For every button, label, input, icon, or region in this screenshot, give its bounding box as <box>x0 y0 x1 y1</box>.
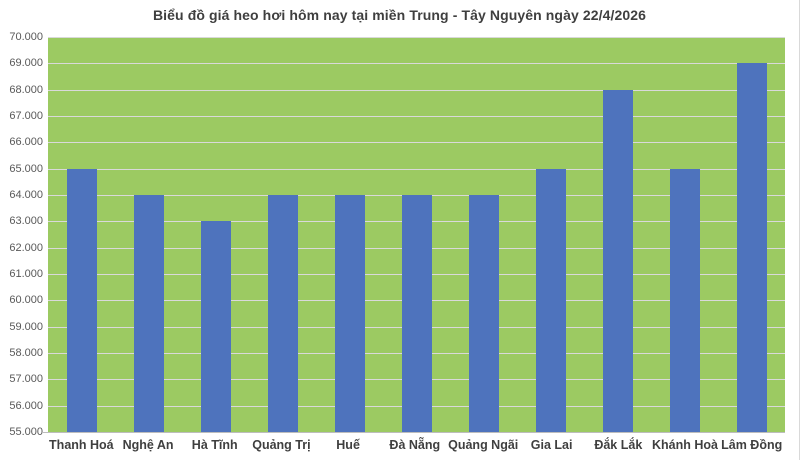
y-tick-label: 61.000 <box>9 268 43 280</box>
gridline <box>48 116 785 117</box>
bar-slot <box>182 37 249 432</box>
y-tick-label: 69.000 <box>9 57 43 70</box>
y-tick-label: 65.000 <box>9 162 43 175</box>
y-tick-label: 60.000 <box>9 294 43 307</box>
x-tick-label: Đắk Lắk <box>594 438 643 452</box>
bar <box>468 195 499 432</box>
gridline <box>48 168 785 170</box>
x-axis-line <box>42 432 785 433</box>
bar <box>66 168 97 432</box>
x-tick-label: Thanh Hoá <box>49 438 114 452</box>
plot-area <box>42 37 785 433</box>
y-tick-label: 67.000 <box>9 110 43 122</box>
gridline <box>48 63 785 65</box>
y-tick-label: 62.000 <box>9 241 43 254</box>
y-tick-label: 55.000 <box>9 426 43 438</box>
gridline <box>48 142 785 144</box>
y-tick-label: 68.000 <box>9 83 43 96</box>
x-tick-label: Gia Lai <box>530 438 573 452</box>
bar <box>602 89 633 432</box>
y-tick-label: 63.000 <box>9 215 43 228</box>
x-tick-label: Huế <box>336 438 360 452</box>
bar <box>133 195 164 432</box>
bar-slot <box>584 37 651 432</box>
bar-slot <box>115 37 182 432</box>
y-tick-label: 70.000 <box>9 31 43 43</box>
x-tick-label: Nghệ An <box>122 438 174 452</box>
x-tick-label: Quảng Trị <box>252 438 311 452</box>
x-tick-label: Quảng Ngãi <box>448 438 519 452</box>
x-tick-label: Lâm Đồng <box>721 438 783 452</box>
bar-slot <box>718 37 785 432</box>
bar-slot <box>517 37 584 432</box>
chart-title: Biểu đồ giá heo hơi hôm nay tại miền Tru… <box>152 7 647 23</box>
bar-slot <box>48 37 115 432</box>
x-axis: Thanh Hoá Nghệ An Hà Tĩnh Quảng Trị Huế Đà Nẵ… <box>48 438 785 452</box>
bar-slot <box>249 37 316 432</box>
bar-slot <box>651 37 718 432</box>
bar-slot <box>316 37 383 432</box>
bar-slot <box>450 37 517 432</box>
bar-series <box>48 37 785 432</box>
x-tick-label: Khánh Hoà <box>652 438 718 452</box>
gridline <box>48 89 785 91</box>
bar <box>334 195 365 432</box>
bar <box>267 195 298 432</box>
bar-slot <box>383 37 450 432</box>
bar <box>669 168 700 432</box>
gridline <box>48 37 785 38</box>
x-tick-label: Đà Nẵng <box>389 438 441 452</box>
y-tick-label: 58.000 <box>9 347 43 359</box>
y-tick-label: 66.000 <box>9 136 43 149</box>
bar <box>200 221 231 432</box>
bar <box>535 168 566 432</box>
y-tick-label: 56.000 <box>9 399 43 412</box>
x-tick-label: Hà Tĩnh <box>191 438 238 452</box>
bar <box>401 195 432 432</box>
bar <box>736 63 767 432</box>
y-tick-label: 57.000 <box>9 373 43 386</box>
y-tick-label: 59.000 <box>9 320 43 333</box>
y-tick-label: 64.000 <box>9 189 43 201</box>
y-axis: 55.000 56.000 57.000 58.000 59.000 60.000 61.0… <box>0 31 43 438</box>
